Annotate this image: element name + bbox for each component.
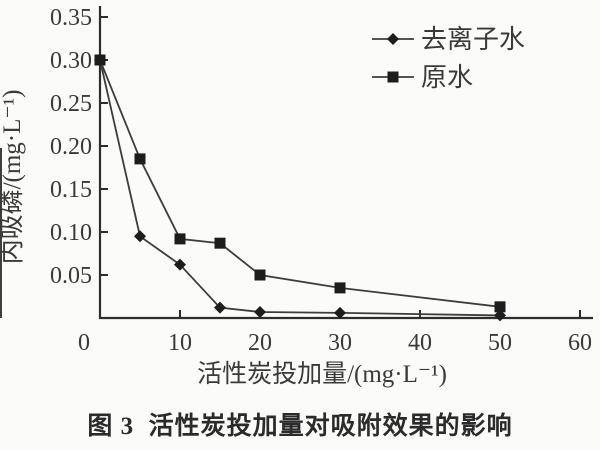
y-tick-label: 0.30 bbox=[50, 48, 92, 74]
legend-diamond-icon bbox=[387, 33, 399, 45]
square-marker bbox=[334, 282, 346, 294]
square-marker bbox=[254, 269, 266, 281]
series-raw-water bbox=[94, 54, 506, 313]
diamond-marker bbox=[214, 301, 226, 314]
x-axis-label: 活性炭投加量/(mg·L⁻¹) bbox=[197, 360, 447, 388]
scan-artifact-line bbox=[0, 148, 2, 318]
line-chart: 0.05 0.10 0.15 0.20 0.25 0.30 0.35 0 10 20 30 40 50 6… bbox=[0, 5, 593, 388]
legend-label: 去离子水 bbox=[421, 25, 525, 54]
diamond-marker bbox=[94, 54, 106, 66]
square-marker bbox=[494, 301, 506, 313]
x-tick-label: 10 bbox=[168, 330, 192, 356]
series-deionized-water-line bbox=[99, 59, 501, 317]
diamond-marker bbox=[494, 309, 506, 322]
square-marker bbox=[134, 153, 146, 165]
x-tick-label: 60 bbox=[568, 330, 592, 356]
series-raw-water-line bbox=[99, 59, 501, 308]
y-tick-label: 0.05 bbox=[50, 263, 92, 289]
legend-square-icon bbox=[387, 71, 399, 83]
y-tick-label: 0.10 bbox=[50, 220, 92, 246]
y-tick-label: 0.15 bbox=[50, 177, 92, 203]
legend-item-deionized-water: 去离子水 bbox=[372, 25, 525, 54]
legend-label: 原水 bbox=[421, 63, 473, 92]
x-axis: 0 10 20 30 40 50 60 bbox=[78, 310, 592, 356]
diamond-marker bbox=[174, 258, 186, 271]
diamond-marker bbox=[134, 230, 146, 243]
y-tick-label: 0.25 bbox=[50, 91, 92, 117]
figure-caption: 图 3 活性炭投加量对吸附效果的影响 bbox=[87, 413, 513, 440]
y-tick-label: 0.35 bbox=[50, 5, 92, 31]
legend-item-raw-water: 原水 bbox=[372, 63, 473, 92]
series-deionized-water bbox=[94, 54, 506, 322]
y-axis: 0.05 0.10 0.15 0.20 0.25 0.30 0.35 bbox=[50, 5, 108, 289]
diamond-marker bbox=[334, 306, 346, 319]
axis-lines bbox=[98, 6, 593, 320]
y-tick-label: 0.20 bbox=[50, 134, 92, 160]
x-tick-label: 40 bbox=[408, 330, 432, 356]
y-axis-label: 内吸磷/(mg·L⁻¹) bbox=[0, 90, 26, 265]
square-marker bbox=[214, 237, 226, 249]
x-tick-label: 30 bbox=[328, 330, 352, 356]
axes bbox=[98, 6, 593, 320]
diamond-marker bbox=[254, 305, 266, 318]
x-tick-label: 50 bbox=[488, 330, 512, 356]
x-tick-label: 20 bbox=[248, 330, 272, 356]
x-tick-label: 0 bbox=[78, 330, 90, 356]
square-marker bbox=[174, 233, 186, 245]
